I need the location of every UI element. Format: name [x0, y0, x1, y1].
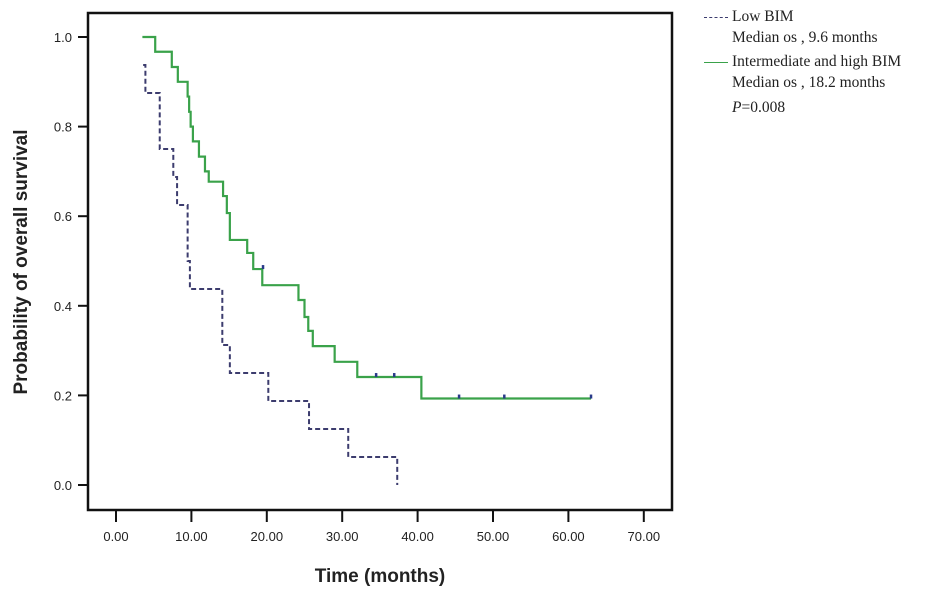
x-tick-label: 20.00 — [251, 529, 284, 544]
dashed-line-swatch-icon — [702, 6, 732, 27]
x-tick-label: 60.00 — [552, 529, 585, 544]
y-tick-label: 1.0 — [54, 30, 72, 45]
legend-detail: Median os , 18.2 months — [732, 74, 886, 91]
legend-detail: Median os , 9.6 months — [732, 29, 878, 46]
x-tick-label: 70.00 — [628, 529, 661, 544]
legend-label: Low BIM — [732, 8, 794, 25]
x-tick-label: 40.00 — [401, 529, 434, 544]
x-tick-label: 10.00 — [175, 529, 208, 544]
legend-label: Intermediate and high BIM — [732, 53, 902, 70]
x-axis-label: Time (months) — [315, 566, 446, 587]
y-tick-label: 0.6 — [54, 209, 72, 224]
legend-item-low-bim: Low BIM Median os , 9.6 months — [702, 6, 901, 48]
y-axis-label: Probability of overall survival — [11, 129, 32, 394]
survival-curve-low-bim — [143, 64, 399, 485]
y-tick-label: 0.2 — [54, 388, 72, 403]
y-tick-label: 0.8 — [54, 120, 72, 135]
x-tick-label: 0.00 — [103, 529, 128, 544]
survival-curve-intermediate-high-bim — [142, 35, 592, 400]
plot-frame — [86, 11, 674, 512]
legend-item-high-bim: Intermediate and high BIM Median os , 18… — [702, 51, 901, 93]
x-tick-label: 30.00 — [326, 529, 359, 544]
p-value-annotation: P=0.008 — [732, 99, 786, 116]
legend: Low BIM Median os , 9.6 months Intermedi… — [702, 6, 901, 118]
x-tick-label: 50.00 — [477, 529, 510, 544]
solid-line-swatch-icon — [702, 51, 732, 72]
y-tick-label: 0.4 — [54, 299, 72, 314]
y-tick-label: 0.0 — [54, 478, 72, 493]
